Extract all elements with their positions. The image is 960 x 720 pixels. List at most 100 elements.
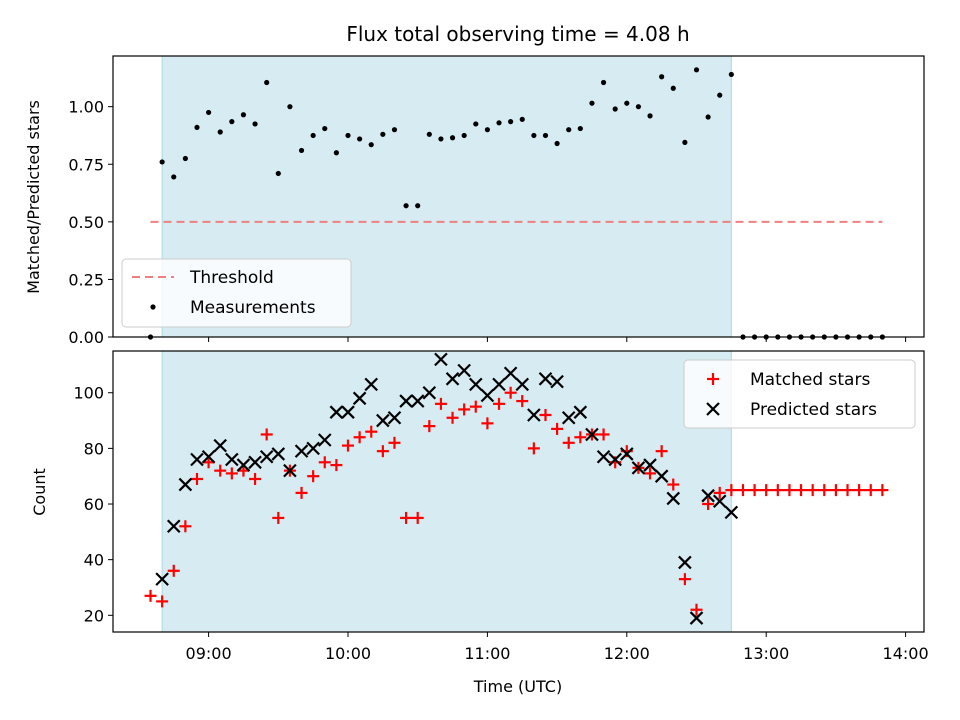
matched-star-point (551, 422, 564, 435)
predicted-star-point (248, 455, 262, 470)
bottom-y-tick-label: 80 (84, 439, 104, 458)
matched-star-point (365, 425, 378, 438)
matched-star-point (493, 397, 506, 410)
matched-star-point (818, 484, 831, 497)
predicted-star-point (457, 363, 471, 378)
top-y-tick-label: 0.75 (68, 155, 104, 174)
matched-star-point (853, 484, 866, 497)
predicted-star-point (294, 444, 309, 458)
legend-threshold-label: Threshold (189, 268, 274, 288)
matched-star-point (318, 456, 331, 469)
x-tick-label: 13:00 (743, 644, 789, 663)
measurement-point (659, 74, 665, 80)
predicted-star-point (445, 372, 460, 386)
matched-star-point (783, 484, 796, 497)
matched-star-point (655, 445, 668, 458)
matched-star-point (864, 484, 877, 497)
measurement-point (624, 100, 630, 106)
predicted-star-point (654, 469, 669, 483)
top-y-tick-label: 1.00 (68, 98, 104, 117)
top-panel: 0.00 0.25 0.50 0.75 1.00 Matched/Predicted s… (24, 55, 925, 347)
predicted-star-point (492, 377, 506, 392)
predicted-star-point (283, 463, 297, 478)
bottom-shaded-span (161, 350, 732, 633)
top-axes-frame (112, 55, 925, 338)
measurement-point (391, 127, 398, 133)
matched-star-point (225, 467, 238, 480)
matched-star-point (690, 603, 703, 616)
matched-star-point (725, 484, 738, 497)
measurement-point (542, 132, 549, 139)
measurement-point (519, 116, 525, 122)
matched-star-point (748, 484, 761, 497)
measurement-point (508, 119, 514, 125)
predicted-star-point (225, 452, 239, 467)
predicted-star-point (678, 555, 692, 570)
matched-star-point (190, 472, 203, 485)
predicted-star-point (213, 438, 227, 453)
matched-star-point (342, 439, 354, 452)
predicted-star-point (620, 447, 634, 461)
measurement-point (577, 125, 583, 132)
matched-star-point (829, 484, 842, 497)
matched-star-point (249, 472, 262, 485)
measurement-point (322, 125, 328, 132)
measurement-point (426, 131, 432, 137)
measurement-point (194, 124, 200, 131)
matched-star-point (202, 456, 215, 469)
measurement-point (682, 139, 688, 145)
measurement-point (600, 79, 607, 86)
measurement-point (438, 136, 444, 142)
matched-star-point (644, 467, 657, 480)
predicted-star-point (596, 449, 611, 464)
predicted-star-point (480, 388, 495, 403)
matched-star-point (307, 470, 320, 483)
matched-star-point (376, 445, 389, 458)
predicted-star-point (666, 491, 681, 506)
measurement-point (647, 113, 653, 119)
predicted-star-point (387, 410, 402, 425)
measurement-point (368, 142, 374, 148)
measurement-point (229, 119, 235, 125)
measurement-point (380, 131, 386, 137)
predicted-star-point (724, 505, 739, 520)
matched-star-point (260, 428, 273, 441)
predicted-star-point (701, 488, 715, 503)
matched-star-point (295, 486, 308, 499)
top-y-tick-label: 0.00 (68, 328, 104, 347)
matched-star-point (167, 564, 180, 577)
matched-star-point (806, 484, 819, 497)
measurement-point (589, 100, 595, 106)
measurement-point (484, 127, 490, 133)
matched-star-point (411, 511, 424, 524)
predicted-star-point (306, 441, 320, 456)
predicted-star-point (155, 572, 169, 586)
matched-star-point (597, 428, 610, 441)
predicted-star-point (166, 519, 181, 534)
measurement-point (554, 140, 560, 147)
predicted-star-point (201, 449, 216, 464)
measurement-point (298, 147, 305, 154)
matched-star-point (736, 484, 749, 497)
measurement-point (473, 121, 479, 127)
measurement-point (217, 129, 223, 135)
predicted-star-point (317, 433, 332, 447)
measurement-point (287, 104, 293, 110)
matched-star-point (678, 573, 691, 586)
matched-star-point (179, 520, 192, 533)
measurement-point (496, 120, 502, 126)
bottom-y-tick-label: 60 (84, 495, 104, 514)
measurement-point (670, 85, 676, 91)
predicted-star-point (550, 374, 564, 389)
predicted-star-point (689, 611, 704, 625)
predicted-star-point (573, 405, 588, 419)
matched-star-point (469, 400, 482, 413)
measurement-point (566, 127, 572, 133)
predicted-star-point (608, 452, 622, 467)
predicted-star-point (527, 408, 541, 422)
matched-star-point (504, 386, 517, 399)
measurement-point (240, 112, 247, 118)
measurement-point (206, 109, 212, 116)
x-tick-label: 10:00 (325, 644, 371, 663)
